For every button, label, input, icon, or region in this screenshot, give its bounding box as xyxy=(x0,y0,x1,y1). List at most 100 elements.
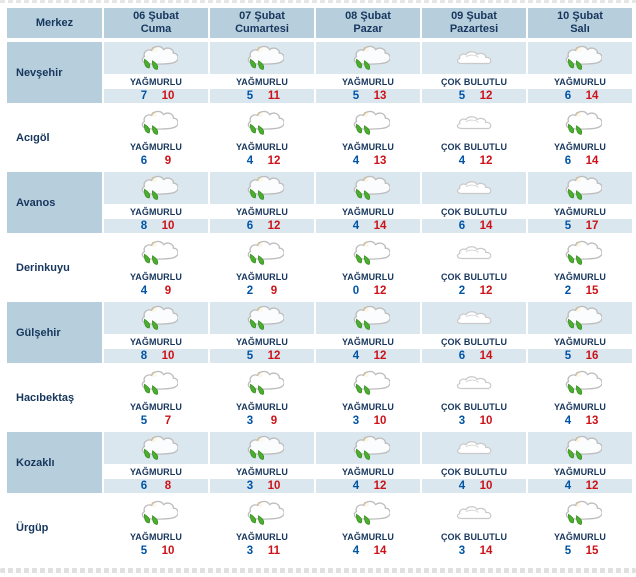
day-header-5: 10 Şubat Salı xyxy=(528,8,632,38)
min-temp: 4 xyxy=(564,415,572,427)
column-header-merkez: Merkez xyxy=(7,8,102,38)
max-temp: 15 xyxy=(585,285,599,297)
forecast-cell: ÇOK BULUTLU 6 14 xyxy=(422,172,526,233)
max-temp: 12 xyxy=(373,285,387,297)
max-temp: 7 xyxy=(164,415,172,427)
min-temp: 0 xyxy=(352,285,360,297)
temperature-pair: 4 13 xyxy=(528,414,632,428)
city-label: Ürgüp xyxy=(16,521,49,534)
day-header-4: 09 Şubat Pazartesi xyxy=(422,8,526,38)
min-temp: 2 xyxy=(246,285,254,297)
min-temp: 3 xyxy=(458,415,466,427)
city-label: Gülşehir xyxy=(16,326,61,339)
max-temp: 14 xyxy=(585,90,599,102)
condition-label: ÇOK BULUTLU xyxy=(422,399,526,414)
max-temp: 10 xyxy=(479,415,493,427)
condition-label: ÇOK BULUTLU xyxy=(422,269,526,284)
forecast-cell: YAĞMURLU 5 11 xyxy=(210,42,314,103)
min-temp: 4 xyxy=(352,545,360,557)
condition-label: YAĞMURLU xyxy=(210,139,314,154)
forecast-cell: YAĞMURLU 7 10 xyxy=(104,42,208,103)
max-temp: 12 xyxy=(267,220,281,232)
min-temp: 6 xyxy=(458,350,466,362)
min-temp: 3 xyxy=(246,415,254,427)
day-header-weekday: Pazartesi xyxy=(449,23,499,35)
city-cell: Avanos xyxy=(7,172,102,233)
city-cell: Kozaklı xyxy=(7,432,102,493)
forecast-cell: YAĞMURLU 3 10 xyxy=(210,432,314,493)
forecast-cell: YAĞMURLU 6 8 xyxy=(104,432,208,493)
min-temp: 5 xyxy=(564,220,572,232)
condition-label: YAĞMURLU xyxy=(104,529,208,544)
rainy-icon xyxy=(210,367,314,399)
rainy-icon xyxy=(528,42,632,74)
max-temp: 13 xyxy=(585,415,599,427)
condition-label: YAĞMURLU xyxy=(528,399,632,414)
max-temp: 11 xyxy=(267,545,281,557)
min-temp: 4 xyxy=(352,220,360,232)
temperature-pair: 0 12 xyxy=(316,284,420,298)
day-header-date: 09 Şubat xyxy=(451,10,497,22)
rainy-icon xyxy=(210,302,314,334)
forecast-cell: YAĞMURLU 5 17 xyxy=(528,172,632,233)
condition-label: YAĞMURLU xyxy=(528,139,632,154)
min-temp: 4 xyxy=(352,350,360,362)
max-temp: 9 xyxy=(270,415,278,427)
condition-label: YAĞMURLU xyxy=(104,399,208,414)
temperature-pair: 2 12 xyxy=(422,284,526,298)
condition-label: YAĞMURLU xyxy=(316,334,420,349)
rainy-icon xyxy=(316,497,420,529)
max-temp: 10 xyxy=(267,480,281,492)
day-header-weekday: Pazar xyxy=(353,23,383,35)
cloudy-icon xyxy=(422,302,526,334)
temperature-pair: 5 13 xyxy=(316,89,420,103)
forecast-cell: YAĞMURLU 4 13 xyxy=(316,107,420,168)
condition-label: ÇOK BULUTLU xyxy=(422,529,526,544)
condition-label: YAĞMURLU xyxy=(316,139,420,154)
temperature-pair: 5 16 xyxy=(528,349,632,363)
temperature-pair: 3 10 xyxy=(422,414,526,428)
day-header-weekday: Cuma xyxy=(140,23,172,35)
day-header-date: 10 Şubat xyxy=(557,10,603,22)
temperature-pair: 3 11 xyxy=(210,544,314,558)
condition-label: ÇOK BULUTLU xyxy=(422,204,526,219)
min-temp: 5 xyxy=(140,545,148,557)
max-temp: 10 xyxy=(161,220,175,232)
forecast-cell: YAĞMURLU 5 16 xyxy=(528,302,632,363)
condition-label: YAĞMURLU xyxy=(210,334,314,349)
rainy-icon xyxy=(104,237,208,269)
temperature-pair: 2 15 xyxy=(528,284,632,298)
min-temp: 6 xyxy=(140,155,148,167)
forecast-cell: YAĞMURLU 4 14 xyxy=(316,497,420,558)
condition-label: YAĞMURLU xyxy=(528,204,632,219)
min-temp: 5 xyxy=(352,90,360,102)
condition-label: YAĞMURLU xyxy=(210,529,314,544)
temperature-pair: 5 12 xyxy=(210,349,314,363)
max-temp: 12 xyxy=(373,350,387,362)
condition-label: YAĞMURLU xyxy=(316,74,420,89)
cloudy-icon xyxy=(422,237,526,269)
day-header-weekday: Cumartesi xyxy=(235,23,289,35)
temperature-pair: 4 13 xyxy=(316,154,420,168)
cloudy-icon xyxy=(422,432,526,464)
min-temp: 4 xyxy=(352,480,360,492)
forecast-cell: YAĞMURLU 3 10 xyxy=(316,367,420,428)
city-cell: Acıgöl xyxy=(7,107,102,168)
day-header-1: 06 Şubat Cuma xyxy=(104,8,208,38)
temperature-pair: 8 10 xyxy=(104,219,208,233)
rainy-icon xyxy=(210,42,314,74)
condition-label: YAĞMURLU xyxy=(210,74,314,89)
rainy-icon xyxy=(104,42,208,74)
temperature-pair: 5 11 xyxy=(210,89,314,103)
temperature-pair: 3 14 xyxy=(422,544,526,558)
city-label: Derinkuyu xyxy=(16,261,70,274)
forecast-cell: YAĞMURLU 8 10 xyxy=(104,302,208,363)
forecast-cell: YAĞMURLU 4 13 xyxy=(528,367,632,428)
condition-label: YAĞMURLU xyxy=(528,464,632,479)
forecast-cell: YAĞMURLU 5 13 xyxy=(316,42,420,103)
max-temp: 11 xyxy=(267,90,281,102)
forecast-cell: YAĞMURLU 5 10 xyxy=(104,497,208,558)
min-temp: 6 xyxy=(458,220,466,232)
